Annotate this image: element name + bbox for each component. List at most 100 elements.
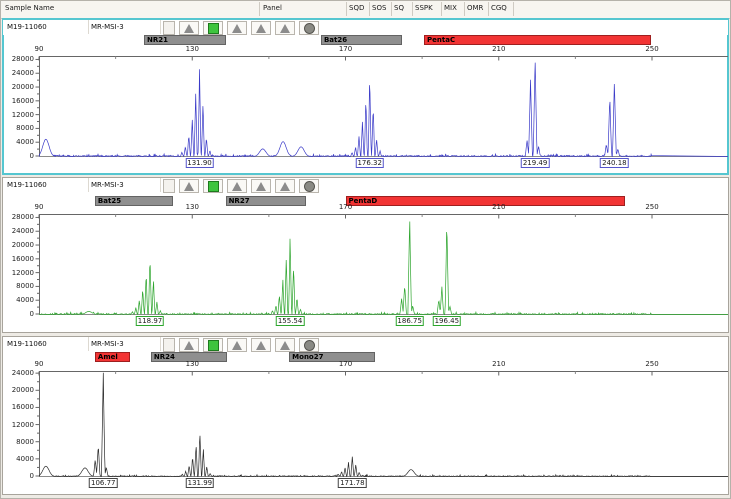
flag-sq[interactable] <box>203 179 223 193</box>
y-axis-tick-label: 12000 <box>11 420 34 429</box>
flag-mix[interactable] <box>251 338 271 352</box>
peak-size-label[interactable]: 131.90 <box>185 158 214 168</box>
col-header-omr: OMR <box>467 4 484 12</box>
panel-name: MR-MSI-3 <box>91 181 124 189</box>
flag-sspk[interactable] <box>227 21 247 35</box>
peak-size-label[interactable]: 171.78 <box>338 478 367 488</box>
col-header-sample-name: Sample Name <box>5 4 55 12</box>
header-separator <box>488 2 489 16</box>
peak-size-label[interactable]: 106.77 <box>89 478 118 488</box>
green-square-icon <box>207 22 219 34</box>
y-axis-tick-label: 8000 <box>16 437 34 446</box>
electropherogram-plot-1[interactable] <box>1 56 731 157</box>
triangle-icon <box>232 340 242 350</box>
y-axis-tick-label: 0 <box>29 310 34 318</box>
peak-size-label[interactable]: 219.49 <box>520 158 550 168</box>
peak-size-label[interactable]: 186.75 <box>395 316 424 326</box>
flag-sos[interactable] <box>179 179 199 193</box>
flag-cgq[interactable] <box>299 21 319 35</box>
header-separator <box>259 2 260 16</box>
header-separator <box>391 2 392 16</box>
y-axis-tick-label: 24000 <box>11 69 34 78</box>
sample-row[interactable]: M19-11060 MR-MSI-3 <box>3 337 728 352</box>
flag-slot-sqd <box>163 21 175 35</box>
x-axis-tick-label: 170 <box>338 203 353 211</box>
y-axis-tick-label: 12000 <box>11 268 34 277</box>
header-separator <box>346 2 347 16</box>
triangle-icon <box>256 340 266 350</box>
header-separator <box>369 2 370 16</box>
x-axis-tick-label: 130 <box>185 45 199 53</box>
flag-sq[interactable] <box>203 21 223 35</box>
flag-sspk[interactable] <box>227 179 247 193</box>
flag-omr[interactable] <box>275 338 295 352</box>
green-square-icon <box>207 180 219 192</box>
y-axis-tick-label: 20000 <box>11 386 34 395</box>
peak-size-label[interactable]: 196.45 <box>432 316 462 326</box>
peak-size-label[interactable]: 176.32 <box>355 158 384 168</box>
circle-icon <box>303 22 315 34</box>
marker-bar-nr21: NR21 <box>143 35 226 45</box>
flag-mix[interactable] <box>251 179 271 193</box>
flag-omr[interactable] <box>275 179 295 193</box>
peak-size-label[interactable]: 131.99 <box>185 478 215 488</box>
marker-bar-mono27: Mono27 <box>289 352 375 362</box>
electropherogram-plot-2[interactable] <box>1 214 731 315</box>
circle-icon <box>303 339 315 351</box>
circle-icon <box>303 180 315 192</box>
flag-omr[interactable] <box>275 21 295 35</box>
flag-sos[interactable] <box>179 21 199 35</box>
y-axis-tick-label: 16000 <box>11 403 34 412</box>
flag-slot-sqd <box>163 179 175 193</box>
x-axis-tick-label: 170 <box>338 360 353 368</box>
col-header-sq: SQ <box>394 4 404 12</box>
marker-bar-pentac: PentaC <box>424 35 651 45</box>
peak-size-label[interactable]: 155.54 <box>275 316 305 326</box>
x-axis-tick-label: 170 <box>338 45 353 53</box>
flag-cgq[interactable] <box>299 338 319 352</box>
green-square-icon <box>207 339 219 351</box>
flag-cgq[interactable] <box>299 179 319 193</box>
x-axis-tick-label: 130 <box>185 203 199 211</box>
col-header-sspk: SSPK <box>415 4 433 12</box>
marker-bar-pentad: PentaD <box>345 196 626 206</box>
x-axis-tick-label: 130 <box>185 360 199 368</box>
row-separator <box>160 178 161 192</box>
flag-sq[interactable] <box>203 338 223 352</box>
flag-mix[interactable] <box>251 21 271 35</box>
sample-plot-panel-3[interactable] <box>2 336 729 495</box>
electropherogram-trace <box>38 62 729 157</box>
row-separator <box>88 178 89 192</box>
y-axis-tick-label: 0 <box>29 472 34 480</box>
marker-bar-bat26: Bat26 <box>320 35 402 45</box>
y-axis-tick-label: 4000 <box>16 138 34 147</box>
y-axis-tick-label: 8000 <box>16 282 34 291</box>
flag-sos[interactable] <box>179 338 199 352</box>
x-axis-tick-label: 90 <box>34 360 44 368</box>
electropherogram-plot-3[interactable] <box>1 371 731 477</box>
x-axis-tick-label: 210 <box>492 360 506 368</box>
marker-bar-amel: Amel <box>94 352 130 362</box>
peak-size-label[interactable]: 240.18 <box>600 158 629 168</box>
triangle-icon <box>184 23 194 33</box>
triangle-icon <box>232 23 242 33</box>
triangle-icon <box>256 181 266 191</box>
sample-row[interactable]: M19-11060 MR-MSI-3 <box>3 20 728 35</box>
y-axis-tick-label: 8000 <box>16 124 34 133</box>
row-separator <box>88 20 89 34</box>
triangle-icon <box>280 340 290 350</box>
triangle-icon <box>280 23 290 33</box>
y-axis-tick-label: 12000 <box>11 110 34 119</box>
y-axis-tick-label: 16000 <box>11 96 34 105</box>
panel-name: MR-MSI-3 <box>91 23 124 31</box>
panel-name: MR-MSI-3 <box>91 340 124 348</box>
triangle-icon <box>280 181 290 191</box>
header-separator <box>441 2 442 16</box>
y-axis-tick-label: 20000 <box>11 83 34 92</box>
flag-sspk[interactable] <box>227 338 247 352</box>
col-header-mix: MIX <box>444 4 457 12</box>
peak-size-label[interactable]: 118.97 <box>135 316 165 326</box>
sample-name: M19-11060 <box>7 181 47 189</box>
sample-row[interactable]: M19-11060 MR-MSI-3 <box>3 178 728 193</box>
header-separator <box>464 2 465 16</box>
